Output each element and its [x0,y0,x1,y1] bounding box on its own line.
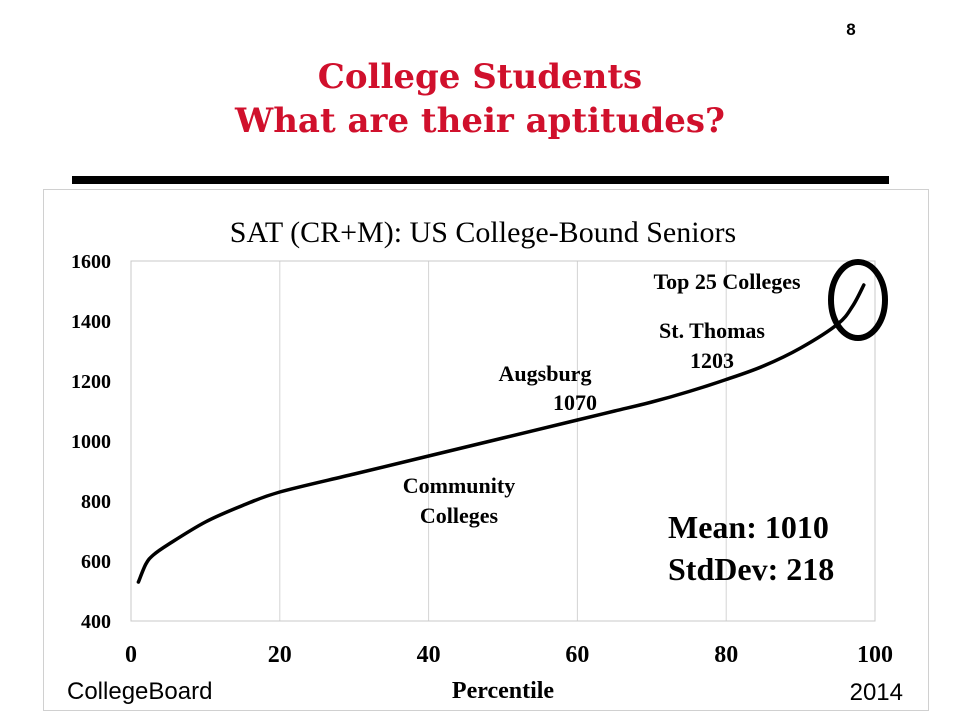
top-colleges-circle [828,259,888,341]
annotation-augsburg-value: 1070 [553,390,597,415]
slide-title: College Students What are their aptitude… [0,55,960,143]
slide-title-line-2: What are their aptitudes? [235,101,725,141]
chart-title: SAT (CR+M): US College-Bound Seniors [230,216,736,249]
y-tick-label-1200: 1200 [71,371,111,393]
y-axis-ticks: 400 600 800 1000 1200 1400 1600 [71,251,111,633]
y-tick-label-400: 400 [81,611,111,633]
annotation-community-line-1: Community [403,473,515,498]
annotation-top-25: Top 25 Colleges [653,269,801,294]
annotation-st-thomas-value: 1203 [690,348,734,373]
y-tick-label-600: 600 [81,551,111,573]
x-tick-label-0: 0 [125,642,137,668]
chart-year: 2014 [850,679,903,706]
y-tick-label-1000: 1000 [71,431,111,453]
x-tick-label-20: 20 [268,642,292,668]
chart-frame [43,189,929,711]
x-tick-label-40: 40 [417,642,441,668]
x-axis-label: Percentile [452,678,555,704]
x-tick-label-80: 80 [714,642,738,668]
sat-score-curve [136,283,866,584]
annotation-st-thomas-name: St. Thomas [659,318,765,343]
annotation-augsburg-name: Augsburg [499,361,592,386]
source-credit: CollegeBoard [67,678,212,705]
title-divider [72,176,889,184]
y-tick-label-1400: 1400 [71,311,111,333]
x-tick-label-60: 60 [565,642,589,668]
stddev-stat: StdDev: 218 [668,551,834,587]
mean-stat: Mean: 1010 [668,509,829,545]
y-tick-label-1600: 1600 [71,251,111,273]
slide-title-line-1: College Students [317,57,643,97]
x-axis-ticks: 0 20 40 60 80 100 [125,642,893,668]
x-tick-label-100: 100 [857,642,893,668]
annotation-community-line-2: Colleges [420,503,499,528]
y-tick-label-800: 800 [81,491,111,513]
slide-number: 8 [846,20,856,39]
chart-grid [279,261,727,621]
plot-area-border [130,260,876,622]
